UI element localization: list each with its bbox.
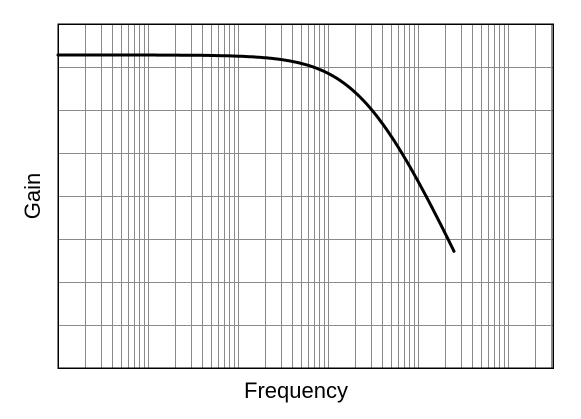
plot-frame	[57, 23, 554, 369]
gain-curve	[56, 53, 456, 253]
x-axis-label: Frequency	[244, 378, 348, 403]
plot-grid	[58, 24, 553, 368]
y-axis-label: Gain	[20, 173, 45, 219]
